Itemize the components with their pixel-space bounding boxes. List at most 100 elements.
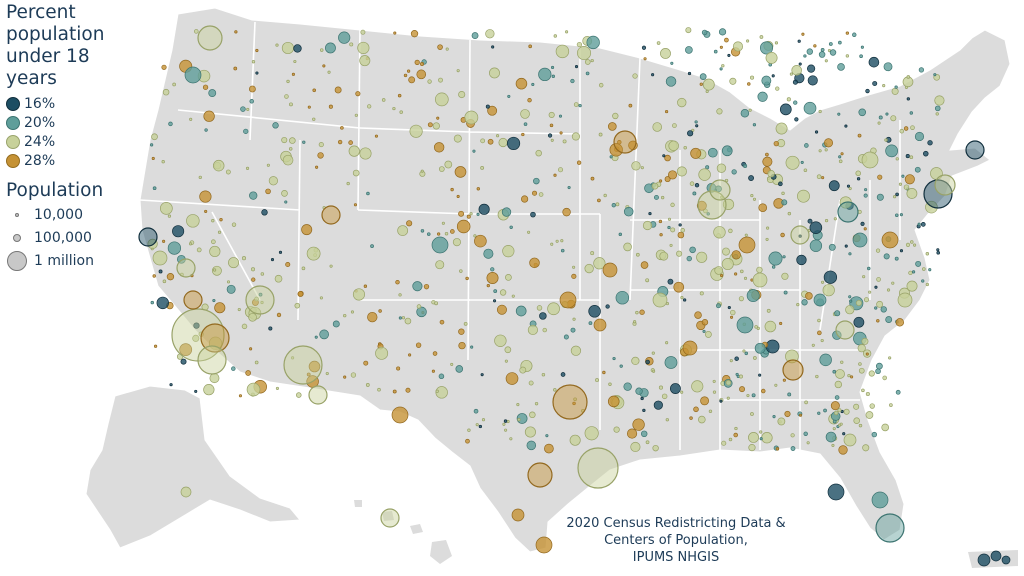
- county-circle: [895, 318, 905, 327]
- county-circle: [774, 383, 778, 387]
- county-circle: [473, 408, 479, 414]
- county-circle: [151, 133, 158, 141]
- county-circle: [542, 327, 547, 333]
- county-circle: [392, 106, 396, 111]
- county-circle: [307, 105, 311, 109]
- county-circle: [251, 277, 256, 282]
- county-circle: [432, 122, 440, 130]
- county-circle: [876, 300, 884, 308]
- county-circle: [286, 79, 290, 84]
- county-circle: [578, 103, 582, 108]
- county-circle: [759, 35, 764, 39]
- county-circle: [805, 292, 813, 300]
- county-circle: [406, 69, 411, 73]
- county-circle: [813, 293, 827, 307]
- county-circle: [586, 35, 600, 50]
- county-circle: [404, 317, 412, 325]
- county-circle: [470, 345, 474, 349]
- county-circle: [260, 300, 264, 305]
- county-circle: [661, 393, 668, 400]
- county-circle: [562, 139, 567, 144]
- county-circle: [491, 45, 495, 49]
- county-circle: [693, 406, 699, 413]
- county-circle: [183, 290, 203, 310]
- county-circle: [752, 272, 768, 288]
- county-circle: [786, 97, 791, 102]
- county-circle: [791, 65, 802, 76]
- county-circle: [651, 182, 659, 190]
- county-circle: [511, 294, 515, 298]
- county-circle: [401, 316, 406, 320]
- county-circle: [840, 152, 844, 156]
- county-circle: [790, 446, 796, 451]
- county-circle: [198, 175, 202, 179]
- county-circle: [749, 75, 755, 80]
- county-circle: [492, 299, 497, 303]
- county-circle: [255, 48, 259, 53]
- county-circle: [363, 360, 369, 366]
- county-circle: [211, 219, 215, 223]
- county-circle: [697, 190, 727, 220]
- county-circle: [415, 342, 422, 348]
- county-circle: [203, 384, 215, 396]
- county-circle: [353, 203, 357, 207]
- county-circle: [438, 77, 443, 83]
- county-circle: [576, 41, 583, 48]
- legend-label-20: 20%: [24, 114, 56, 131]
- county-circle: [408, 353, 412, 357]
- county-circle: [246, 107, 250, 111]
- county-circle: [724, 37, 729, 43]
- county-circle: [609, 143, 623, 157]
- county-circle: [868, 56, 880, 68]
- county-circle: [669, 383, 681, 394]
- county-circle: [454, 166, 467, 178]
- county-circle: [743, 276, 748, 280]
- county-circle: [366, 191, 370, 196]
- county-circle: [712, 379, 716, 383]
- county-circle: [603, 193, 607, 198]
- county-circle: [858, 367, 865, 374]
- county-circle: [665, 418, 669, 422]
- county-circle: [435, 260, 445, 270]
- county-circle: [289, 102, 293, 107]
- county-circle: [608, 382, 612, 386]
- county-circle: [276, 312, 282, 318]
- county-circle: [718, 28, 727, 36]
- county-circle: [838, 445, 848, 455]
- county-circle: [607, 395, 620, 408]
- county-circle: [456, 219, 471, 234]
- county-circle: [312, 117, 316, 121]
- pop-legend-100k: 100,000: [6, 226, 126, 249]
- county-circle: [672, 123, 677, 128]
- county-circle: [877, 121, 881, 125]
- county-circle: [709, 179, 731, 201]
- county-circle: [346, 181, 350, 186]
- county-circle: [695, 124, 699, 128]
- county-circle: [862, 275, 866, 279]
- county-circle: [284, 200, 288, 204]
- county-circle: [241, 323, 248, 330]
- county-circle: [539, 312, 547, 320]
- county-circle: [291, 72, 295, 76]
- county-circle: [886, 288, 891, 292]
- county-circle: [670, 61, 674, 65]
- county-circle: [319, 48, 324, 52]
- county-circle: [814, 130, 819, 134]
- county-circle: [337, 139, 343, 145]
- county-circle: [623, 206, 634, 217]
- county-circle: [706, 212, 710, 216]
- county-circle: [899, 249, 904, 253]
- county-circle: [742, 349, 746, 353]
- county-circle: [897, 292, 913, 308]
- county-circle: [828, 42, 833, 46]
- county-circle: [767, 170, 775, 178]
- county-circle: [552, 384, 588, 420]
- county-circle: [721, 64, 725, 68]
- county-circle: [519, 366, 527, 374]
- county-circle: [965, 140, 985, 160]
- county-circle: [748, 108, 752, 112]
- county-circle: [161, 64, 167, 70]
- county-circle: [562, 207, 571, 217]
- legend-label-28: 28%: [24, 152, 56, 169]
- swatch-16-icon: [6, 96, 20, 111]
